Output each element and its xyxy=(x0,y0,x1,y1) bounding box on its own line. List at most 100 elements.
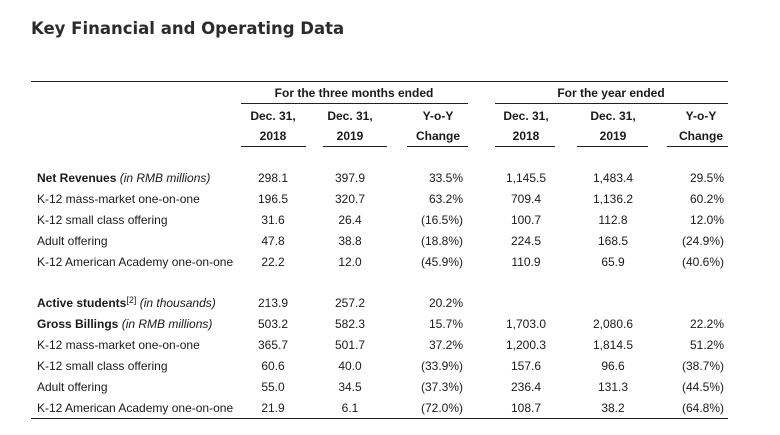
table-cell: 108.7 xyxy=(510,401,542,415)
table-cell: (18.8%) xyxy=(420,234,463,248)
table-cell: (40.6%) xyxy=(681,255,724,269)
table-cell: 22.2 xyxy=(261,255,285,269)
table-cell: 60.6 xyxy=(261,359,285,373)
table-cell: 37.2% xyxy=(428,338,463,352)
table-cell: (64.8%) xyxy=(681,401,724,415)
table-cell: 298.1 xyxy=(257,171,289,185)
group-header-year: For the year ended xyxy=(557,86,665,100)
table-cell: 15.7% xyxy=(428,317,463,331)
row-label: Active students[2] (in thousands) xyxy=(37,295,216,311)
table-cell: 1,483.4 xyxy=(592,171,634,185)
table-cell: 1,136.2 xyxy=(592,192,634,206)
table-cell: 34.5 xyxy=(338,380,362,394)
table-cell: 26.4 xyxy=(338,213,362,227)
table-cell: 47.8 xyxy=(261,234,285,248)
table-cell: 1,814.5 xyxy=(592,338,634,352)
row-label-text: K-12 mass-market one-on-one xyxy=(37,192,200,206)
table-cell: 12.0 xyxy=(338,255,362,269)
top-rule xyxy=(31,81,728,82)
row-label-text: K-12 American Academy one-on-one xyxy=(37,255,234,269)
table-cell: 29.5% xyxy=(689,171,724,185)
table-cell: 55.0 xyxy=(261,380,285,394)
table-cell: (38.7%) xyxy=(681,359,724,373)
table-cell: 40.0 xyxy=(338,359,362,373)
table-cell: 65.9 xyxy=(601,255,625,269)
row-label: Adult offering xyxy=(37,234,108,248)
table-cell: 224.5 xyxy=(510,234,542,248)
table-cell: 6.1 xyxy=(341,401,359,415)
column-header-line2: 2018 xyxy=(259,129,287,143)
table-cell: 131.3 xyxy=(597,380,629,394)
table-cell: (37.3%) xyxy=(420,380,463,394)
row-label-text: Net Revenues xyxy=(37,171,117,185)
table-cell: 320.7 xyxy=(334,192,366,206)
column-header-line1: Dec. 31, xyxy=(503,109,549,123)
row-label-text: K-12 mass-market one-on-one xyxy=(37,338,200,352)
column-header-line2: Change xyxy=(678,129,724,143)
column-header-line2: 2019 xyxy=(336,129,364,143)
column-header-line2: Change xyxy=(415,129,461,143)
table-cell: (16.5%) xyxy=(420,213,463,227)
column-header-rule xyxy=(667,146,728,147)
table-cell: 38.2 xyxy=(601,401,625,415)
footnote-marker: [2] xyxy=(126,295,137,305)
table-cell: 1,200.3 xyxy=(505,338,547,352)
table-cell: (72.0%) xyxy=(420,401,463,415)
table-cell: 38.8 xyxy=(338,234,362,248)
table-cell: 100.7 xyxy=(510,213,542,227)
table-cell: 1,703.0 xyxy=(505,317,547,331)
table-cell: 60.2% xyxy=(689,192,724,206)
column-header-line1: Y-o-Y xyxy=(685,109,717,123)
table-cell: 365.7 xyxy=(257,338,289,352)
group-rule-year xyxy=(495,103,728,104)
row-label: Adult offering xyxy=(37,380,108,394)
page-title: Key Financial and Operating Data xyxy=(31,19,345,38)
table-cell: 213.9 xyxy=(257,296,289,310)
bottom-rule xyxy=(31,418,728,419)
column-header-line1: Dec. 31, xyxy=(590,109,636,123)
row-label: K-12 American Academy one-on-one xyxy=(37,255,233,269)
table-cell: (33.9%) xyxy=(420,359,463,373)
group-rule-three-months xyxy=(241,103,468,104)
table-cell: 96.6 xyxy=(601,359,625,373)
row-label: Net Revenues (in RMB millions) xyxy=(37,171,210,185)
row-label-text: Adult offering xyxy=(37,234,108,248)
table-cell: 22.2% xyxy=(689,317,724,331)
column-header-line2: 2018 xyxy=(512,129,540,143)
table-cell: 2,080.6 xyxy=(592,317,634,331)
table-cell: 12.0% xyxy=(689,213,724,227)
column-header-rule xyxy=(241,146,306,147)
row-label-unit: (in thousands) xyxy=(136,296,216,310)
row-label-unit: (in RMB millions) xyxy=(118,317,213,331)
table-cell: 196.5 xyxy=(257,192,289,206)
column-header-line1: Dec. 31, xyxy=(250,109,296,123)
table-cell: 501.7 xyxy=(334,338,366,352)
table-cell: 397.9 xyxy=(334,171,366,185)
row-label: K-12 small class offering xyxy=(37,213,168,227)
table-cell: 503.2 xyxy=(257,317,289,331)
row-label: K-12 mass-market one-on-one xyxy=(37,338,200,352)
column-header-line1: Dec. 31, xyxy=(327,109,373,123)
table-cell: 63.2% xyxy=(428,192,463,206)
table-cell: 157.6 xyxy=(510,359,542,373)
table-cell: (45.9%) xyxy=(420,255,463,269)
column-header-rule xyxy=(495,146,555,147)
table-cell: 21.9 xyxy=(261,401,285,415)
table-cell: (44.5%) xyxy=(681,380,724,394)
column-header-rule xyxy=(407,146,468,147)
table-cell: 1,145.5 xyxy=(505,171,547,185)
row-label-unit: (in RMB millions) xyxy=(116,171,211,185)
table-cell: 112.8 xyxy=(598,213,628,227)
row-label-text: K-12 small class offering xyxy=(37,359,168,373)
row-label: K-12 small class offering xyxy=(37,359,168,373)
row-label-text: Active students xyxy=(37,296,127,310)
table-cell: 709.4 xyxy=(510,192,542,206)
row-label-text: K-12 American Academy one-on-one xyxy=(37,401,234,415)
row-label-text: Adult offering xyxy=(37,380,108,394)
column-header-rule xyxy=(323,146,387,147)
column-header-rule xyxy=(577,146,648,147)
row-label: K-12 mass-market one-on-one xyxy=(37,192,200,206)
table-cell: 236.4 xyxy=(510,380,542,394)
table-cell: 582.3 xyxy=(334,317,366,331)
table-cell: (24.9%) xyxy=(681,234,724,248)
